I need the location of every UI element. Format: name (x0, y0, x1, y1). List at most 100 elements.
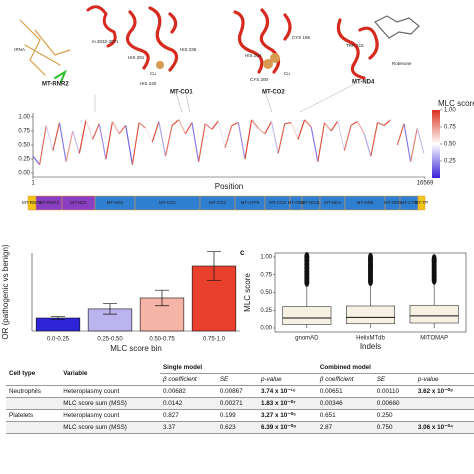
score-segment (72, 130, 80, 154)
structure-label: HIS 281 (128, 55, 145, 60)
table-cell: Variable (60, 362, 160, 386)
score-segment (416, 128, 425, 154)
score-segment (317, 122, 326, 162)
score-segment (403, 123, 412, 162)
results-table: Cell type Variable Single model Combined mo… (6, 362, 474, 434)
table-cell: 6.39 x 10⁻⁰⁸ (258, 421, 317, 434)
score-segment (204, 123, 213, 130)
cu-atom (156, 61, 164, 69)
table-cell: 0.750 (373, 421, 415, 434)
structure-label: Cu (150, 71, 156, 76)
score-segment (224, 125, 233, 148)
score-segment (32, 155, 41, 165)
box (282, 306, 332, 325)
x-axis-label: MLC score bin (110, 344, 162, 353)
x-tick-label: 1 (31, 181, 35, 187)
table-cell: 0.00682 (159, 385, 217, 398)
table-cell: 0.250 (373, 409, 415, 422)
table-cell (6, 421, 61, 434)
score-segment (145, 127, 153, 143)
table-cell: 3.06 x 10⁻⁰⁴ (414, 421, 474, 434)
outlier (368, 252, 373, 263)
score-segment (257, 127, 266, 135)
score-segment (198, 123, 206, 162)
y-axis-label: OR (pathogenic vs benign) (1, 244, 10, 340)
helix (233, 8, 292, 74)
table-row: Neutrophils Heteroplasmy count 0.00682 0.00… (6, 385, 474, 398)
gene-label: MT-ND3 (288, 200, 305, 205)
structure-label: Rotenone (392, 61, 412, 66)
table-cell (6, 397, 61, 410)
gene-label: MT-CO2 (209, 200, 226, 205)
table-cell: 0.00867 (216, 385, 259, 398)
table-cell: 0.00651 (316, 385, 374, 398)
helix (86, 5, 117, 48)
y-tick-label: 0.50 (260, 290, 272, 296)
x-tick-label: gnomAD (295, 336, 319, 342)
score-segment (92, 123, 100, 140)
figure-graphics: rRNA m.3032-3071 MT-RNR2 HIS 281 HIS 236 Cu HI… (1, 5, 474, 353)
y-tick-label: 0.75 (260, 272, 272, 278)
error-bar (155, 289, 169, 307)
score-segment (264, 121, 273, 135)
y-tick-label: 0.25 (260, 308, 272, 314)
panel-letter: c (240, 248, 245, 257)
colorbar (432, 110, 440, 178)
x-tick-label: HelixMTdb (356, 336, 385, 342)
gene-label: MT-ND6 (384, 200, 401, 205)
score-segment (330, 120, 339, 132)
gene-label: MT-ND4L (301, 200, 321, 205)
y-tick-label: 0.25 (18, 157, 30, 163)
outlier (431, 254, 437, 265)
cu-atom (270, 53, 280, 63)
table-cell: SE (373, 373, 415, 386)
gene-label: MT-ND1 (70, 200, 87, 205)
structure-label: TRP 215 (346, 43, 364, 48)
colorbar-tick-label: 1.00 (444, 108, 456, 114)
score-segment (98, 123, 107, 160)
outlier (304, 252, 310, 262)
gene-label: MT-RNR1 (22, 200, 42, 205)
score-segment (270, 121, 279, 154)
table-cell: 3.37 (159, 421, 217, 434)
gene-label: MT-RNR2 (39, 200, 59, 205)
score-segment (377, 122, 385, 126)
table-cell: 0.0142 (159, 397, 217, 410)
table-cell: 3.74 x 10⁻¹⁵ (258, 385, 317, 398)
colorbar-tick-label: 0.25 (444, 159, 456, 165)
colorbar-tick-label: 0.75 (444, 125, 456, 131)
score-segment (390, 119, 398, 146)
colorbar-title: MLC score (438, 99, 474, 108)
x-tick-label: 16569 (417, 181, 434, 187)
score-segment (151, 121, 160, 143)
score-segment (297, 119, 306, 140)
table-cell: Platelets (6, 409, 61, 422)
score-segment (337, 120, 345, 151)
table-cell: 0.00660 (373, 397, 415, 410)
score-segment (125, 125, 133, 165)
error-bar (103, 303, 117, 315)
score-segment (363, 133, 372, 157)
score-segment (164, 125, 173, 157)
table-cell: β coefficient (316, 373, 374, 386)
score-segment (178, 119, 186, 135)
score-segment (211, 120, 219, 130)
score-segment (277, 123, 286, 154)
score-segment (350, 120, 358, 126)
colorbar-tick-label: 0.50 (444, 142, 456, 148)
score-segment (105, 121, 114, 160)
score-segment (410, 128, 418, 162)
table-cell: p-value (414, 373, 474, 386)
structure-label: MT-RNR2 (42, 82, 69, 88)
helix (126, 6, 179, 72)
gene-label: MT-CO1 (159, 200, 176, 205)
x-axis-label: Position (215, 182, 243, 191)
rotenone (374, 15, 420, 39)
structure-label: MT-ND4 (352, 80, 375, 86)
score-segment (290, 122, 299, 140)
score-segment (85, 119, 94, 140)
score-segment (396, 123, 405, 146)
y-tick-label: 1.00 (260, 255, 272, 261)
structure-label: Cu (284, 71, 290, 76)
